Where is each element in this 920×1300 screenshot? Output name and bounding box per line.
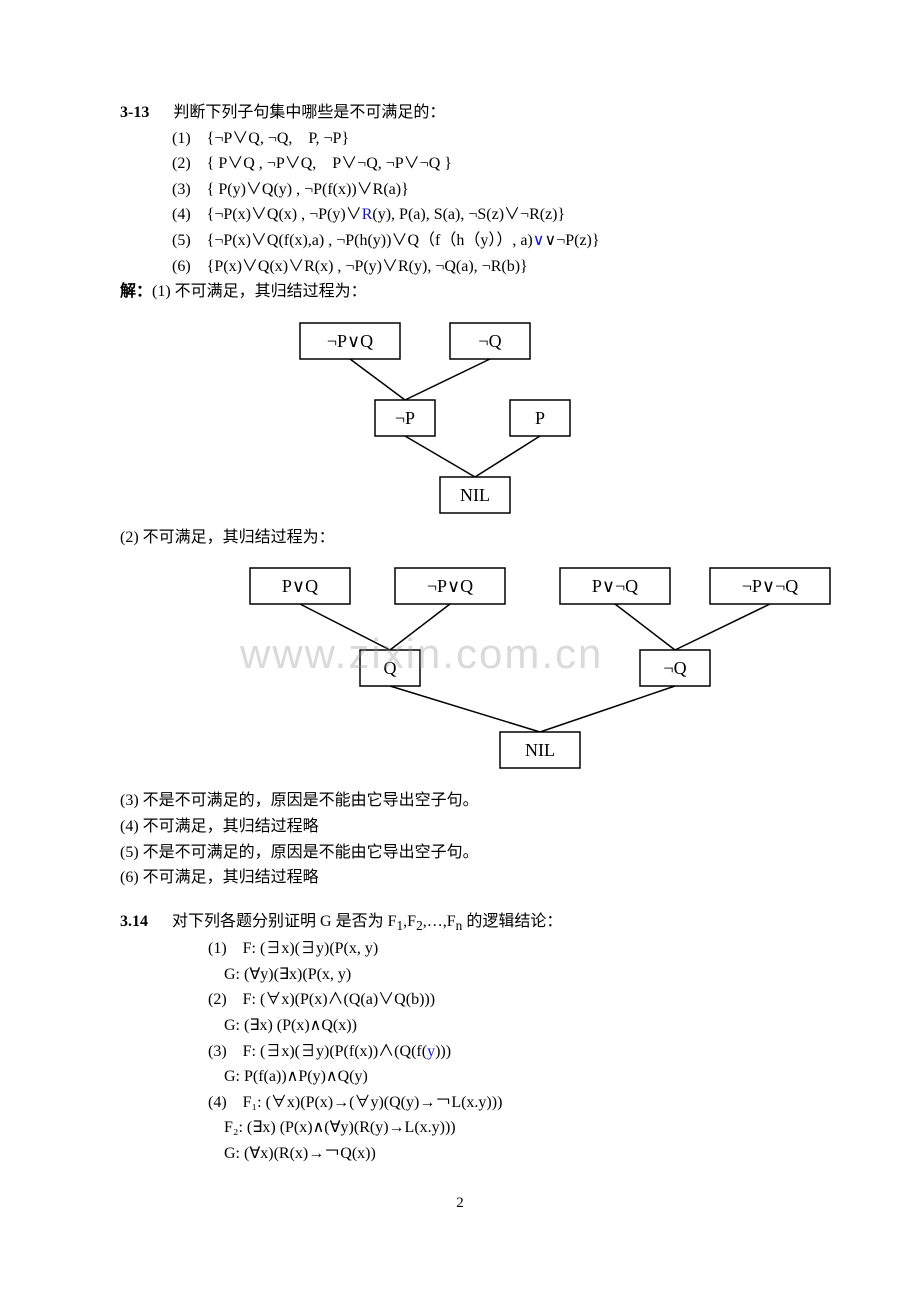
item-5-or: ∨	[533, 232, 545, 249]
item-5a: (5) {¬P(x)∨Q(f(x),a) , ¬P(h(y))∨Q（f（h（y）…	[172, 232, 533, 249]
svg-text:¬P: ¬P	[395, 408, 415, 428]
q3-f-b: )))	[435, 1043, 451, 1060]
answer-1: (1) 不可满足，其归结过程为：	[152, 283, 367, 300]
answer-label-line: 解：(1) 不可满足，其归结过程为：	[120, 279, 800, 305]
item-4-R: R	[362, 206, 373, 223]
svg-text:¬P∨¬Q: ¬P∨¬Q	[742, 576, 799, 596]
section-3-13: 3-13 判断下列子句集中哪些是不可满足的：	[120, 100, 800, 126]
section-num: 3-13	[120, 104, 149, 121]
svg-text:P∨¬Q: P∨¬Q	[592, 576, 638, 596]
item-2: (2) { P∨Q , ¬P∨Q, P∨¬Q, ¬P∨¬Q }	[120, 151, 800, 177]
sub-2: 2	[416, 918, 423, 933]
svg-text:P∨Q: P∨Q	[282, 576, 318, 596]
svg-text:Q: Q	[384, 658, 397, 678]
svg-text:¬Q: ¬Q	[663, 658, 686, 678]
q2-g: G: (∃x) (P(x)∧Q(x))	[120, 1013, 800, 1039]
page-number: 2	[120, 1191, 800, 1215]
answer-3: (3) 不是不可满足的，原因是不能由它导出空子句。	[120, 788, 800, 814]
title-314-c: ,…,F	[423, 913, 456, 930]
title-314-a: 对下列各题分别证明 G 是否为 F	[172, 913, 396, 930]
svg-text:¬P∨Q: ¬P∨Q	[427, 576, 473, 596]
item-5b: ∨¬P(z)}	[544, 232, 599, 249]
item-1: (1) {¬P∨Q, ¬Q, P, ¬P}	[120, 126, 800, 152]
answer-5: (5) 不是不可满足的，原因是不能由它导出空子句。	[120, 840, 800, 866]
section-title: 判断下列子句集中哪些是不可满足的：	[173, 104, 445, 121]
svg-text:P: P	[535, 408, 545, 428]
svg-text:¬Q: ¬Q	[478, 331, 501, 351]
q4-g: G: (∀x)(R(x)→￢Q(x))	[120, 1141, 800, 1167]
q3-f: (3) F: (∃x)(∃y)(P(f(x))∧(Q(f(y)))	[120, 1039, 800, 1065]
section-3-14: 3.14 对下列各题分别证明 G 是否为 F1,F2,…,Fn 的逻辑结论：	[120, 909, 800, 937]
q1-f: (1) F: (∃x)(∃y)(P(x, y)	[120, 936, 800, 962]
title-314-b: ,F	[403, 913, 416, 930]
item-4: (4) {¬P(x)∨Q(x) , ¬P(y)∨R(y), P(a), S(a)…	[120, 202, 800, 228]
q2-f: (2) F: (∀x)(P(x)∧(Q(a)∨Q(b)))	[120, 987, 800, 1013]
q3-y: y	[427, 1043, 435, 1060]
answer-6: (6) 不可满足，其归结过程略	[120, 865, 800, 891]
title-314-d: 的逻辑结论：	[462, 913, 562, 930]
q3-f-a: (3) F: (∃x)(∃y)(P(f(x))∧(Q(f(	[208, 1043, 427, 1060]
resolution-tree-2: P∨Q ¬P∨Q P∨¬Q ¬P∨¬Q Q ¬Q NIL	[180, 550, 880, 780]
resolution-tree-1: ¬P∨Q ¬Q ¬P P NIL	[180, 305, 680, 525]
q4-f2: F₂: (∃x) (P(x)∧(∀y)(R(y)→L(x.y)))	[120, 1115, 800, 1141]
answer-2: (2) 不可满足，其归结过程为：	[120, 525, 800, 551]
item-6: (6) {P(x)∨Q(x)∨R(x) , ¬P(y)∨R(y), ¬Q(a),…	[120, 254, 800, 280]
item-3: (3) { P(y)∨Q(y) , ¬P(f(x))∨R(a)}	[120, 177, 800, 203]
svg-text:NIL: NIL	[460, 485, 490, 505]
item-4b: (y), P(a), S(a), ¬S(z)∨¬R(z)}	[372, 206, 565, 223]
q4-f1: (4) F₁: (∀x)(P(x)→(∀y)(Q(y)→￢L(x.y)))	[120, 1090, 800, 1116]
q1-g: G: (∀y)(∃x)(P(x, y)	[120, 962, 800, 988]
answer-4: (4) 不可满足，其归结过程略	[120, 814, 800, 840]
svg-text:¬P∨Q: ¬P∨Q	[327, 331, 373, 351]
section-num-314: 3.14	[120, 913, 148, 930]
q3-g: G: P(f(a))∧P(y)∧Q(y)	[120, 1064, 800, 1090]
answer-label: 解：	[120, 283, 152, 300]
svg-text:NIL: NIL	[525, 740, 555, 760]
item-4a: (4) {¬P(x)∨Q(x) , ¬P(y)∨	[172, 206, 362, 223]
item-5: (5) {¬P(x)∨Q(f(x),a) , ¬P(h(y))∨Q（f（h（y）…	[120, 228, 800, 254]
